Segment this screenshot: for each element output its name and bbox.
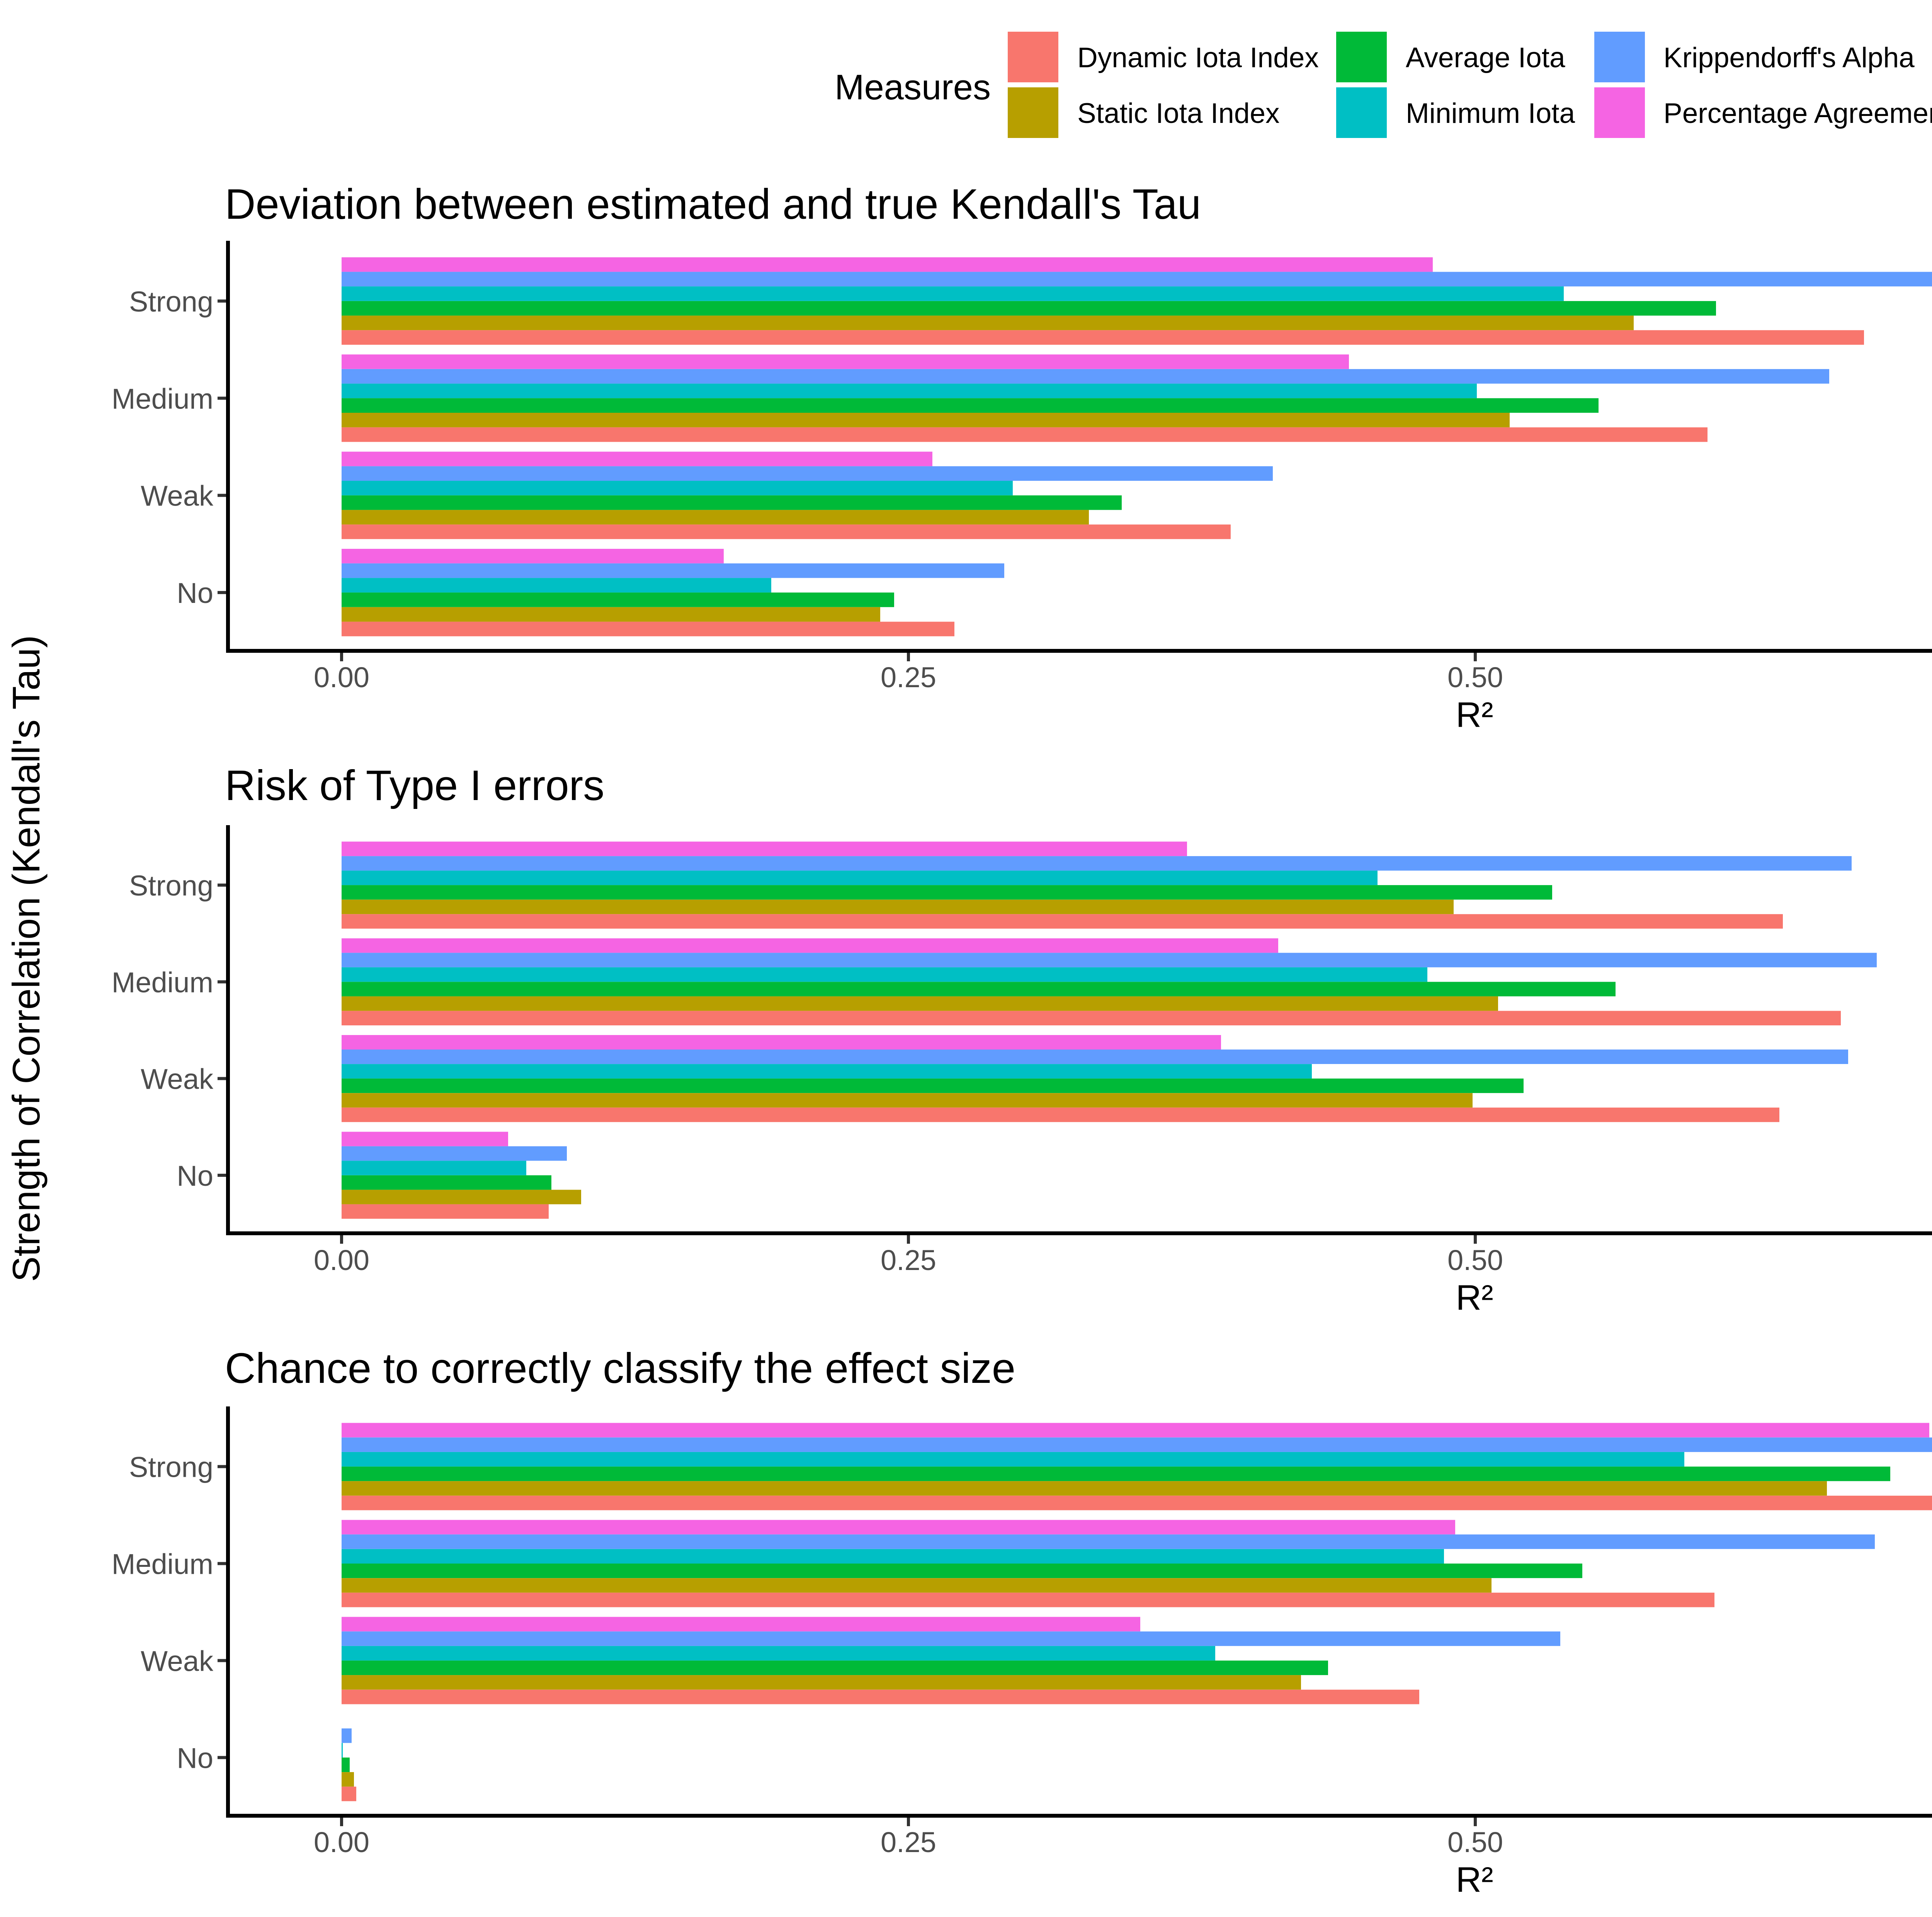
- svg-text:Medium: Medium: [112, 1548, 213, 1580]
- svg-text:Risk of Type I errors: Risk of Type I errors: [225, 762, 604, 809]
- svg-text:Deviation between estimated an: Deviation between estimated and true Ken…: [225, 180, 1201, 228]
- svg-text:Percentage Agreement: Percentage Agreement: [1663, 98, 1932, 129]
- svg-text:0.50: 0.50: [1447, 1826, 1503, 1858]
- svg-text:Medium: Medium: [112, 966, 213, 998]
- svg-text:Medium: Medium: [112, 383, 213, 415]
- svg-text:Average Iota: Average Iota: [1406, 42, 1565, 73]
- svg-text:0.25: 0.25: [881, 661, 936, 693]
- svg-text:R²: R²: [1456, 695, 1493, 735]
- svg-text:0.00: 0.00: [314, 661, 369, 693]
- svg-text:Weak: Weak: [141, 1645, 214, 1677]
- svg-text:Weak: Weak: [141, 480, 214, 512]
- svg-text:Minimum Iota: Minimum Iota: [1406, 98, 1575, 129]
- svg-text:0.25: 0.25: [881, 1826, 936, 1858]
- svg-text:Strong: Strong: [129, 870, 213, 902]
- svg-text:0.25: 0.25: [881, 1244, 936, 1276]
- svg-text:No: No: [177, 1742, 213, 1774]
- svg-text:R²: R²: [1456, 1278, 1493, 1318]
- svg-text:No: No: [177, 577, 213, 609]
- svg-text:Static Iota Index: Static Iota Index: [1077, 98, 1279, 129]
- svg-text:0.50: 0.50: [1447, 1244, 1503, 1276]
- svg-text:Strong: Strong: [129, 1451, 213, 1483]
- svg-text:Measures: Measures: [835, 68, 991, 107]
- svg-text:0.50: 0.50: [1447, 661, 1503, 693]
- svg-text:Strong: Strong: [129, 286, 213, 318]
- svg-text:Krippendorff's Alpha: Krippendorff's Alpha: [1663, 42, 1915, 73]
- svg-text:0.00: 0.00: [314, 1244, 369, 1276]
- svg-text:R²: R²: [1456, 1860, 1493, 1900]
- svg-text:Strength of Correlation (Kenda: Strength of Correlation (Kendall's Tau): [5, 635, 48, 1282]
- svg-text:Chance to correctly classify t: Chance to correctly classify the effect …: [225, 1345, 1015, 1392]
- svg-text:0.00: 0.00: [314, 1826, 369, 1858]
- svg-text:Weak: Weak: [141, 1063, 214, 1095]
- svg-text:Dynamic Iota Index: Dynamic Iota Index: [1077, 42, 1319, 73]
- svg-text:No: No: [177, 1160, 213, 1192]
